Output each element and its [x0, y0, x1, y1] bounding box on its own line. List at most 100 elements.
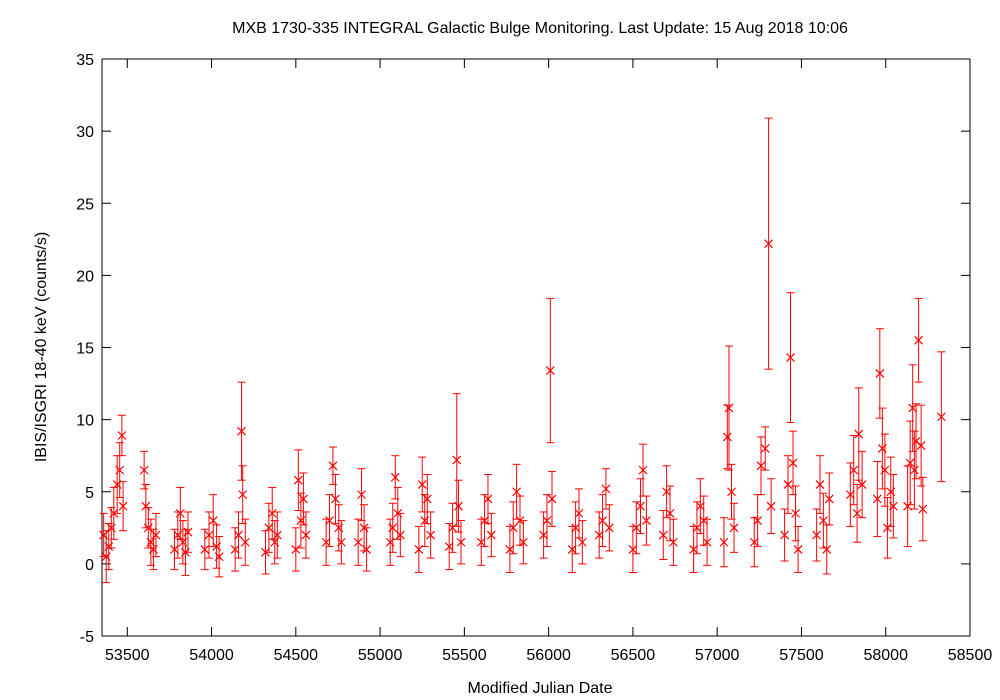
x-marker	[749, 537, 759, 547]
x-marker	[214, 552, 224, 562]
data-point	[793, 525, 803, 574]
data-point	[665, 485, 675, 542]
data-point	[662, 465, 672, 519]
data-point	[422, 473, 432, 524]
y-tick-label: -5	[80, 629, 94, 646]
data-point	[200, 528, 210, 571]
data-point	[658, 510, 668, 561]
x-marker	[822, 545, 832, 554]
data-point	[480, 494, 490, 548]
x-marker	[852, 508, 862, 518]
x-marker	[388, 523, 398, 533]
data-point	[909, 430, 919, 510]
data-point	[336, 520, 346, 565]
data-point	[118, 481, 128, 532]
x-marker	[638, 465, 648, 475]
x-marker	[812, 530, 822, 540]
x-marker	[727, 487, 736, 497]
x-marker	[390, 472, 400, 482]
x-marker	[118, 501, 128, 511]
data-point	[567, 525, 577, 574]
x-marker	[641, 516, 651, 526]
x-marker	[668, 537, 678, 547]
x-marker	[293, 475, 303, 485]
x-marker	[151, 530, 161, 540]
y-tick-label: 15	[76, 341, 94, 358]
data-point	[918, 476, 928, 542]
data-point	[234, 511, 243, 559]
data-point	[414, 525, 424, 574]
data-point	[486, 512, 496, 558]
x-marker	[204, 530, 214, 540]
data-point	[854, 387, 864, 481]
data-point	[214, 535, 224, 578]
x-marker	[882, 523, 892, 533]
data-point	[426, 511, 436, 559]
data-point	[301, 511, 311, 559]
data-point	[699, 495, 709, 546]
data-point	[780, 508, 790, 562]
data-point	[764, 117, 774, 370]
x-marker	[417, 480, 427, 489]
data-point	[598, 494, 607, 548]
x-axis: 53500 54000 54500 55000 55500 56000 56500 57000…	[105, 59, 992, 664]
data-point	[388, 502, 398, 553]
data-point	[448, 502, 457, 553]
x-marker	[240, 537, 250, 547]
data-point	[786, 292, 795, 424]
x-marker	[780, 530, 790, 540]
data-point	[151, 512, 161, 558]
data-point	[594, 511, 604, 559]
x-marker	[139, 465, 149, 475]
data-point	[888, 473, 898, 539]
x-marker	[547, 494, 557, 504]
data-point	[857, 450, 867, 519]
data-point	[756, 436, 766, 496]
x-tick-label: 57500	[779, 647, 824, 664]
x-marker	[764, 239, 774, 249]
x-marker	[604, 523, 614, 533]
y-tick-label: 30	[76, 124, 94, 141]
data-point	[722, 404, 732, 470]
x-marker	[452, 455, 462, 465]
x-marker	[753, 516, 763, 526]
x-marker	[545, 366, 555, 376]
x-marker	[230, 545, 240, 554]
data-point	[849, 434, 859, 506]
x-tick-label: 53500	[105, 647, 150, 664]
x-marker	[914, 335, 924, 345]
x-marker	[267, 508, 277, 518]
x-marker	[336, 537, 346, 547]
data-point	[872, 460, 882, 537]
data-point	[852, 484, 862, 543]
x-marker	[353, 537, 363, 547]
x-marker	[454, 501, 463, 511]
data-point	[753, 494, 763, 548]
x-tick-label: 58500	[948, 647, 993, 664]
data-point	[818, 492, 828, 549]
data-series	[99, 117, 946, 584]
data-point	[264, 502, 274, 553]
data-point	[724, 345, 734, 471]
data-point	[291, 527, 301, 572]
x-marker	[760, 444, 770, 453]
data-point	[175, 486, 185, 540]
x-tick-label: 54500	[274, 647, 319, 664]
data-point	[545, 297, 555, 444]
data-point	[170, 528, 179, 571]
x-tick-label: 55500	[442, 647, 487, 664]
x-marker	[301, 530, 311, 540]
x-marker	[208, 516, 218, 526]
x-marker	[291, 545, 301, 554]
data-point	[815, 455, 825, 514]
x-marker	[594, 530, 604, 540]
x-marker	[699, 516, 709, 526]
data-point	[824, 472, 834, 526]
data-point	[539, 511, 549, 559]
x-marker	[331, 494, 340, 504]
data-point	[417, 456, 427, 513]
x-marker	[936, 412, 946, 422]
data-point	[908, 364, 918, 452]
x-marker	[321, 537, 331, 547]
